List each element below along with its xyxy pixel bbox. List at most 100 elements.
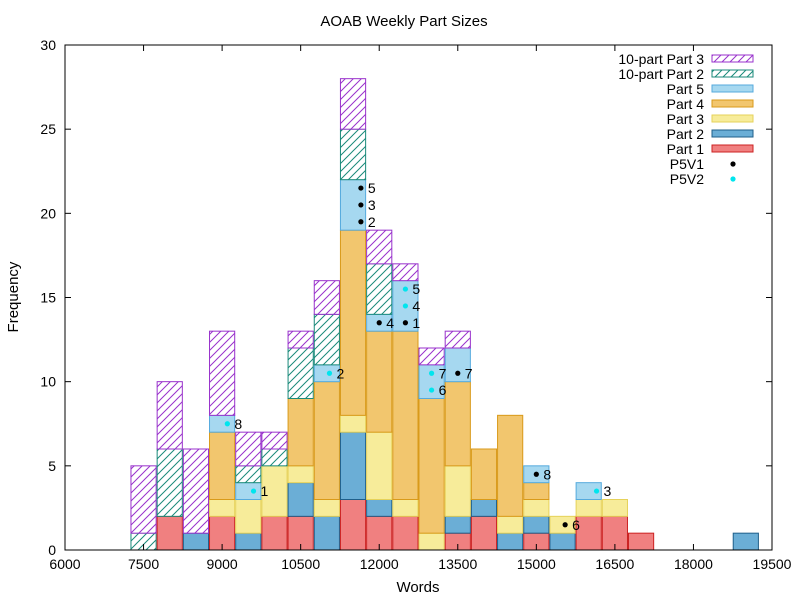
legend-swatch-part-2 [711,129,754,138]
legend-label-part-4: Part 4 [667,96,705,112]
bar-10-part-part-3-8250 [182,448,210,534]
x-tick-label: 13500 [438,556,477,572]
bar-10-part-part-2-10750 [313,313,340,366]
bar-part-5-8750 [209,414,236,433]
bar-part-1-11250 [339,499,367,551]
p5v1-point [376,320,382,326]
bar-part-4-13250 [444,381,471,467]
p5v1-point [455,370,461,376]
y-tick-label: 5 [48,458,56,474]
bar-part-1-12250 [392,515,419,551]
bar-part-3-11250 [339,414,367,433]
p5v2-point [250,488,257,494]
bar-part-5-13250 [444,347,471,383]
bar-10-part-part-3-7750 [156,381,183,450]
bar-10-part-part-3-9750 [261,431,288,450]
p5v2-point-label: 4 [412,298,420,314]
legend-label-p5v2: P5V2 [670,171,704,187]
p5v2-point-label: 1 [261,483,269,499]
y-tick-label: 10 [40,374,56,390]
p5v1-point [358,219,364,225]
p5v2-point-label: 3 [604,483,612,499]
bar-part-4-10750 [313,381,340,500]
bar-part-2-11250 [339,431,367,500]
p5v1-point-label: 3 [368,197,376,213]
p5v2-point-label: 2 [336,365,344,381]
legend-marker-p5v1 [730,161,736,167]
bar-part-3-10750 [313,499,340,517]
p5v2-point [428,370,435,376]
bar-10-part-part-2-9750 [261,448,288,467]
y-tick-label: 30 [40,37,56,53]
x-axis-label: Words [396,579,439,596]
bar-part-3-14750 [523,499,550,517]
bar-part-3-9250 [235,499,262,534]
bar-part-2-10750 [313,515,340,551]
bar-part-2-18750 [732,532,759,551]
bar-part-1-16750 [627,532,655,551]
p5v1-point [533,471,539,477]
legend-label-part-2: Part 2 [667,126,705,142]
bar-part-4-14750 [523,482,550,500]
bar-part-4-8750 [209,431,236,500]
x-tick-label: 16500 [595,556,634,572]
bar-part-4-11750 [366,330,393,433]
p5v2-point-label: 7 [439,365,447,381]
p5v1-point-label: 1 [412,315,420,331]
y-tick-label: 20 [40,205,56,221]
p5v1-point [358,185,364,191]
bar-10-part-part-3-8750 [209,330,236,416]
x-tick-label: 10500 [281,556,320,572]
p5v1-point [402,320,409,326]
bar-part-2-10250 [287,482,314,517]
bar-part-3-10250 [287,465,314,484]
bar-part-3-14250 [497,515,524,534]
bar-part-2-9250 [235,532,262,551]
bar-part-1-13750 [470,515,498,551]
bar-part-3-12250 [392,499,419,517]
p5v1-point-label: 8 [543,466,551,482]
p5v2-point [593,488,600,494]
x-tick-label: 19500 [753,556,792,572]
bar-part-4-10250 [287,398,314,467]
x-tick-label: 9000 [207,556,238,572]
p5v2-point-label: 5 [412,281,420,297]
bar-10-part-part-2-11250 [339,128,367,181]
p5v2-point [402,303,409,309]
bar-part-2-14250 [497,532,524,551]
axis-ticks: 6000 7500 9000 10500 12000 13500 15000 16500 180… [40,37,791,572]
bar-10-part-part-2-9250 [235,465,262,484]
y-tick-label: 25 [40,121,56,137]
bar-part-3-12750 [418,532,445,551]
bar-part-3-11750 [366,431,393,500]
bar-10-part-part-3-7250 [130,465,157,534]
legend-label-part-3: Part 3 [667,111,705,127]
bar-10-part-part-3-11750 [366,229,393,265]
p5v2-point [402,286,409,292]
legend-label-10-part-part-3: 10-part Part 3 [618,51,704,67]
y-tick-label: 15 [40,290,56,306]
bar-part-4-14250 [497,414,524,517]
bar-part-1-9750 [261,515,288,551]
legend-swatch-10-part-part-2 [711,69,754,78]
bar-10-part-part-2-7750 [156,448,183,517]
bar-part-3-8750 [209,499,236,517]
bar-part-4-13750 [470,448,498,500]
legend-label-part-5: Part 5 [667,81,705,97]
x-tick-label: 15000 [517,556,556,572]
legend-swatch-part-3 [711,114,754,123]
bar-part-4-11250 [339,229,367,416]
bar-part-3-16250 [601,499,628,517]
p5v1-point-label: 6 [572,517,580,533]
legend-swatch-part-4 [711,99,754,108]
bar-part-1-7750 [156,515,183,551]
x-tick-label: 7500 [128,556,159,572]
bar-part-2-15250 [549,532,576,551]
chart-title: AOAB Weekly Part Sizes [320,13,487,30]
bar-10-part-part-3-12250 [392,263,419,282]
x-tick-label: 18000 [674,556,713,572]
p5v1-point [562,522,568,528]
p5v2-point [326,370,333,376]
